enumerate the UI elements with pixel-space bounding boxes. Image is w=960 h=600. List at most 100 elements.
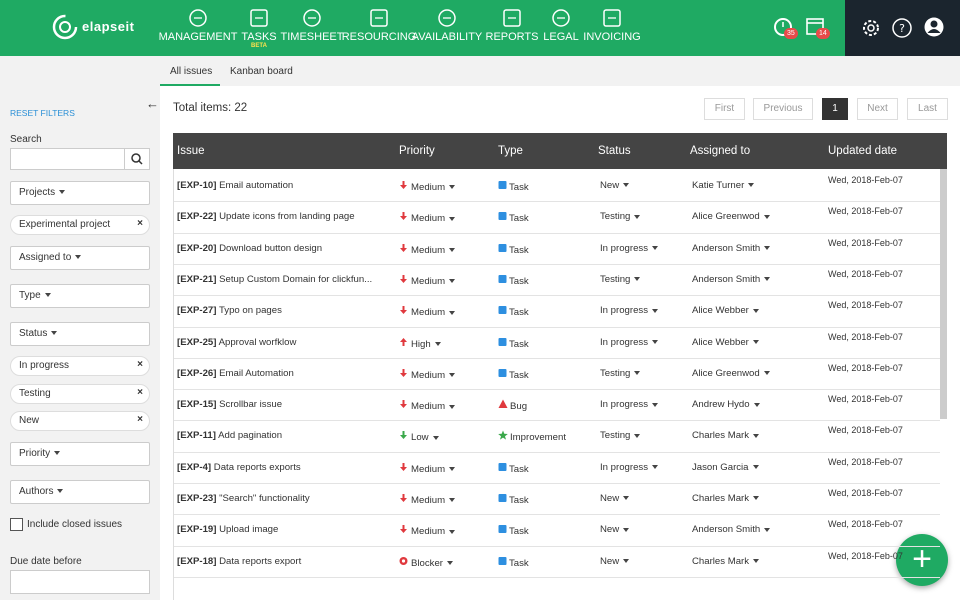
assignee-cell[interactable]: Charles Mark <box>692 556 760 567</box>
logo-text[interactable]: elapseit <box>82 19 135 34</box>
assignee-cell[interactable]: Anderson Smith <box>692 274 771 285</box>
chip-remove[interactable]: × <box>137 359 143 370</box>
priority-cell[interactable]: Medium <box>399 180 456 193</box>
nav-item[interactable]: LEGAL <box>543 31 579 43</box>
column-header[interactable]: Assigned to <box>690 145 751 157</box>
priority-cell[interactable]: Medium <box>399 524 456 537</box>
timer-icon[interactable] <box>773 15 793 37</box>
assignee-cell[interactable]: Anderson Smith <box>692 243 771 254</box>
status-cell[interactable]: New <box>600 180 630 191</box>
issue-cell[interactable]: [EXP-19] Upload image <box>177 524 278 535</box>
type-cell[interactable]: Improvement <box>498 430 566 443</box>
issue-cell[interactable]: [EXP-25] Approval worfklow <box>177 337 296 348</box>
nav-item[interactable]: TIMESHEET <box>280 31 344 43</box>
assignee-cell[interactable]: Alice Webber <box>692 305 759 316</box>
nav-item[interactable]: MANAGEMENT <box>158 31 238 43</box>
type-cell[interactable]: Task <box>498 180 529 193</box>
nav-item[interactable]: RESOURCING <box>341 31 417 43</box>
status-cell[interactable]: Testing <box>600 430 641 441</box>
issue-cell[interactable]: [EXP-20] Download button design <box>177 243 322 254</box>
collapse-arrow[interactable]: ← <box>146 96 159 111</box>
tab[interactable]: Kanban board <box>230 66 293 77</box>
priority-cell[interactable]: Medium <box>399 399 456 412</box>
nav-item[interactable]: AVAILABILITY <box>411 31 483 43</box>
checkbox[interactable] <box>10 518 23 531</box>
priority-cell[interactable]: Medium <box>399 243 456 256</box>
issue-cell[interactable]: [EXP-11] Add pagination <box>177 430 282 441</box>
filter-dropdown[interactable]: Priority <box>10 442 150 466</box>
assignee-cell[interactable]: Charles Mark <box>692 430 760 441</box>
status-cell[interactable]: In progress <box>600 462 658 473</box>
pager-first[interactable]: First <box>704 98 745 120</box>
issue-cell[interactable]: [EXP-18] Data reports export <box>177 556 301 567</box>
type-cell[interactable]: Task <box>498 274 529 287</box>
status-cell[interactable]: Testing <box>600 274 641 285</box>
filter-dropdown[interactable]: Assigned to <box>10 246 150 270</box>
type-cell[interactable]: Task <box>498 337 529 350</box>
column-header[interactable]: Status <box>598 145 631 157</box>
pager-next[interactable]: Next <box>857 98 898 120</box>
status-cell[interactable]: In progress <box>600 243 658 254</box>
column-header[interactable]: Type <box>498 145 523 157</box>
calendar-icon[interactable] <box>805 15 825 37</box>
priority-cell[interactable]: Medium <box>399 211 456 224</box>
chip-remove[interactable]: × <box>137 414 143 425</box>
status-cell[interactable]: Testing <box>600 368 641 379</box>
pager-current[interactable]: 1 <box>822 98 848 120</box>
status-cell[interactable]: Testing <box>600 211 641 222</box>
settings-icon[interactable] <box>860 17 882 39</box>
assignee-cell[interactable]: Jason Garcia <box>692 462 759 473</box>
priority-cell[interactable]: Medium <box>399 305 456 318</box>
priority-cell[interactable]: Medium <box>399 368 456 381</box>
filter-dropdown[interactable]: Projects <box>10 181 150 205</box>
priority-cell[interactable]: Medium <box>399 462 456 475</box>
filter-chip[interactable]: Testing × <box>10 384 150 404</box>
assignee-cell[interactable]: Alice Webber <box>692 337 759 348</box>
type-cell[interactable]: Task <box>498 524 529 537</box>
status-cell[interactable]: New <box>600 524 630 535</box>
filter-chip[interactable]: In progress × <box>10 356 150 376</box>
priority-cell[interactable]: Medium <box>399 493 456 506</box>
chip-remove[interactable]: × <box>137 218 143 229</box>
type-cell[interactable]: Task <box>498 305 529 318</box>
assignee-cell[interactable]: Andrew Hydo <box>692 399 760 410</box>
filter-dropdown[interactable]: Authors <box>10 480 150 504</box>
column-header[interactable]: Priority <box>399 145 435 157</box>
column-header[interactable]: Issue <box>177 145 205 157</box>
issue-cell[interactable]: [EXP-10] Email automation <box>177 180 293 191</box>
issue-cell[interactable]: [EXP-23] "Search" functionality <box>177 493 310 504</box>
nav-item[interactable]: REPORTS <box>485 31 539 43</box>
column-header[interactable]: Updated date <box>828 145 898 157</box>
pager-previous[interactable]: Previous <box>753 98 813 120</box>
filter-dropdown[interactable]: Status <box>10 322 150 346</box>
type-cell[interactable]: Task <box>498 368 529 381</box>
type-cell[interactable]: Bug <box>498 399 527 412</box>
type-cell[interactable]: Task <box>498 243 529 256</box>
filter-chip[interactable]: Experimental project × <box>10 215 150 235</box>
issue-cell[interactable]: [EXP-4] Data reports exports <box>177 462 301 473</box>
help-icon[interactable]: ? <box>891 17 913 39</box>
add-button[interactable]: + <box>896 534 948 586</box>
type-cell[interactable]: Task <box>498 462 529 475</box>
scrollbar[interactable] <box>940 169 947 419</box>
profile-icon[interactable] <box>923 16 945 38</box>
pager-last[interactable]: Last <box>907 98 948 120</box>
priority-cell[interactable]: Medium <box>399 274 456 287</box>
assignee-cell[interactable]: Anderson Smith <box>692 524 771 535</box>
priority-cell[interactable]: Blocker <box>399 556 453 569</box>
status-cell[interactable]: New <box>600 493 630 504</box>
priority-cell[interactable]: High <box>399 337 441 350</box>
nav-item[interactable]: TASKS <box>241 31 277 43</box>
chip-remove[interactable]: × <box>137 387 143 398</box>
issue-cell[interactable]: [EXP-21] Setup Custom Domain for clickfu… <box>177 274 372 285</box>
status-cell[interactable]: In progress <box>600 399 658 410</box>
issue-cell[interactable]: [EXP-15] Scrollbar issue <box>177 399 282 410</box>
checkbox-label[interactable]: Include closed issues <box>27 519 123 530</box>
due-date-input[interactable] <box>10 570 150 594</box>
assignee-cell[interactable]: Katie Turner <box>692 180 755 191</box>
status-cell[interactable]: In progress <box>600 337 658 348</box>
issue-cell[interactable]: [EXP-26] Email Automation <box>177 368 294 379</box>
priority-cell[interactable]: Low <box>399 430 439 443</box>
filter-dropdown[interactable]: Type <box>10 284 150 308</box>
nav-item[interactable]: INVOICING <box>583 31 641 43</box>
